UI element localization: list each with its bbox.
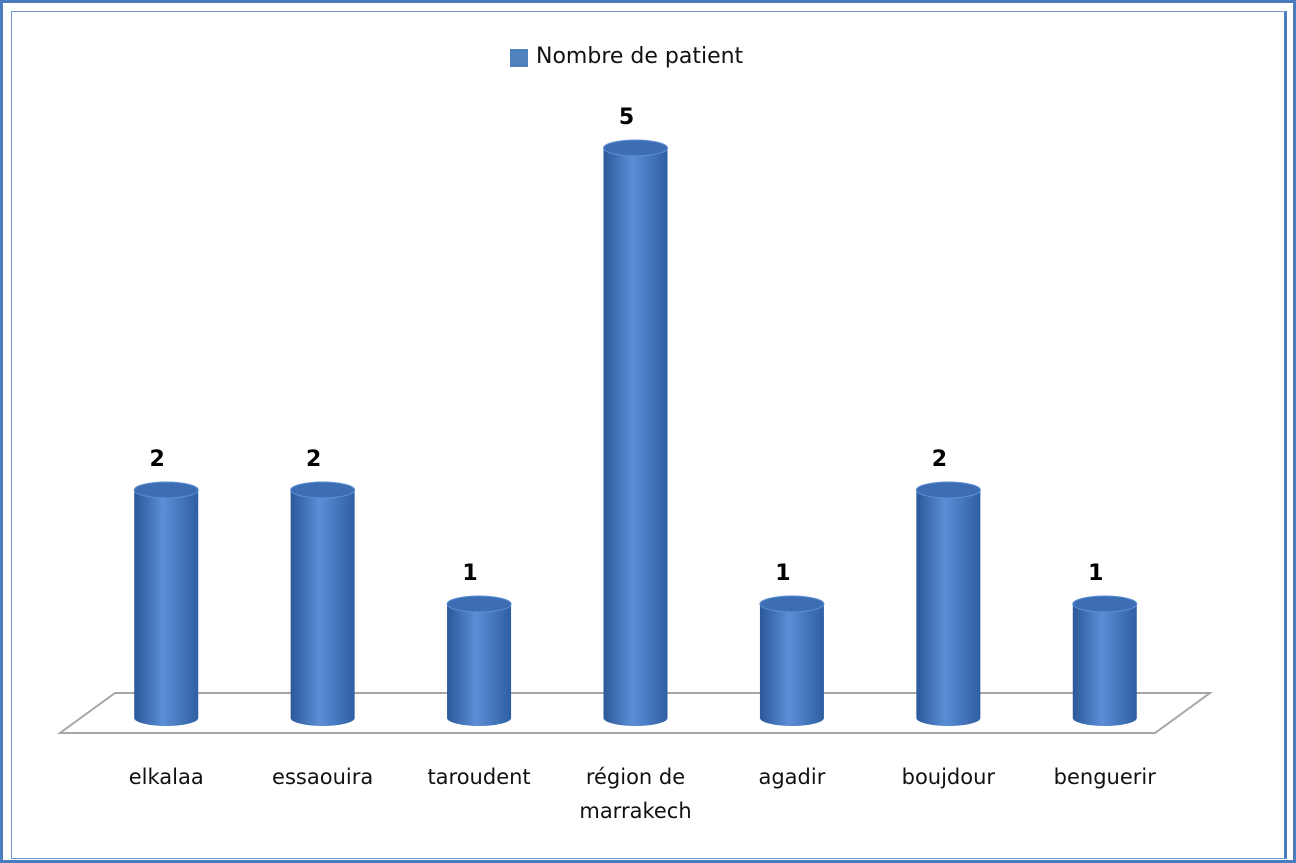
cylinder-top	[133, 481, 199, 499]
cylinder-body	[447, 604, 512, 726]
cylinder-body	[603, 148, 668, 726]
floor	[56, 692, 1214, 734]
cylinder-top	[759, 595, 825, 613]
bar	[290, 481, 356, 726]
value-label: 1	[462, 561, 477, 586]
value-label: 2	[150, 447, 165, 472]
cylinder-top	[446, 595, 512, 613]
cylinder-body	[1072, 604, 1137, 726]
value-label: 5	[619, 105, 634, 130]
x-tick-label: boujdour	[901, 765, 996, 789]
chart-frame	[11, 11, 1287, 859]
cylinder-body	[134, 490, 199, 726]
value-label: 1	[1088, 561, 1103, 586]
cylinder-top	[1072, 595, 1138, 613]
bar	[915, 481, 981, 726]
cylinder-body	[759, 604, 824, 726]
value-label: 2	[306, 447, 321, 472]
value-label: 2	[932, 447, 947, 472]
bar	[446, 595, 512, 726]
cylinder-top	[290, 481, 356, 499]
bar	[759, 595, 825, 726]
legend-label: Nombre de patient	[536, 44, 744, 69]
x-tick-label: agadir	[758, 765, 826, 789]
cylinder-body	[290, 490, 355, 726]
legend-swatch	[510, 49, 528, 67]
value-label: 1	[775, 561, 790, 586]
x-tick-label: taroudent	[427, 765, 531, 789]
x-tick-label: essaouira	[272, 765, 374, 789]
cylinder-body	[916, 490, 981, 726]
cylinder-top	[603, 139, 668, 157]
x-tick-label: région de marrakech	[579, 765, 692, 823]
x-tick-label: benguerir	[1053, 765, 1156, 789]
cylinder-top	[915, 481, 981, 499]
bar	[603, 139, 668, 726]
x-tick-label: elkalaa	[128, 765, 204, 789]
bar	[133, 481, 199, 726]
bar	[1072, 595, 1138, 726]
